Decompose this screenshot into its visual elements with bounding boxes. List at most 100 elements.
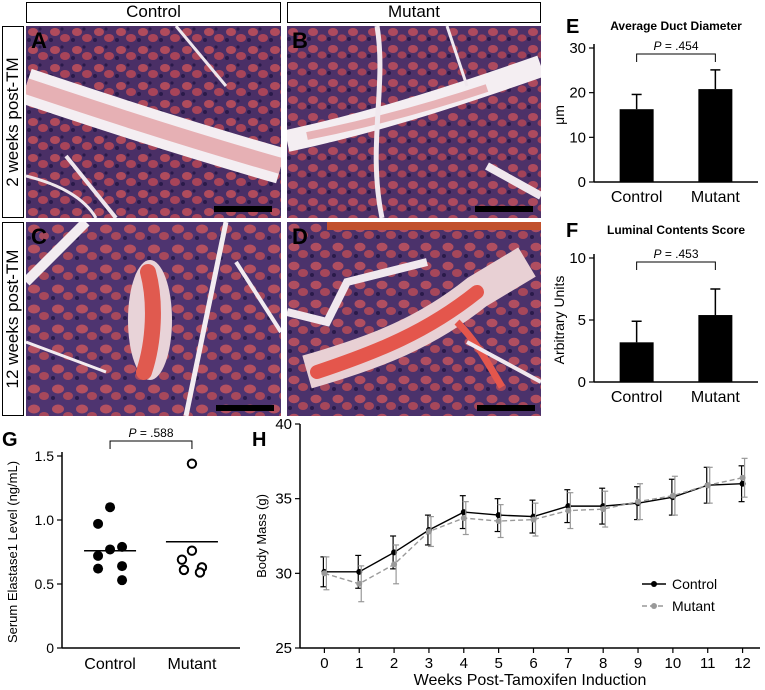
data-point-mutant: [425, 528, 432, 535]
header-2-weeks-text: 2 weeks post-TM: [3, 57, 22, 187]
data-point-mutant: [530, 516, 537, 523]
x-tick-label: 8: [599, 655, 607, 672]
panel-label-g: G: [2, 429, 18, 451]
series-line-control: [324, 483, 743, 573]
significance-bracket: [636, 261, 716, 270]
x-tick-label: 9: [634, 655, 642, 672]
micrograph-panel-d: D: [287, 222, 541, 416]
micrograph-d-image: [287, 222, 541, 416]
data-point-control: [93, 550, 104, 561]
y-axis-label: Arbitrary Units: [551, 276, 567, 365]
micrograph-b-image: [287, 26, 541, 218]
micrograph-a-image: [26, 26, 281, 218]
legend-label-mutant: Mutant: [672, 598, 715, 614]
scale-bar-c: [216, 405, 274, 411]
data-point-control: [117, 541, 128, 552]
x-tick-label: 5: [494, 655, 502, 672]
x-tick-label: 12: [734, 655, 751, 672]
y-axis-label: μm: [551, 105, 567, 125]
chart-h: H 25 30 35 40 0 1 2 3 4 5 6 7 8 9 10 11 12 Weeks Post-Tamo…: [252, 416, 765, 689]
data-point-control: [93, 563, 104, 574]
chart-g: G 0 0.5 1.0 1.5 Serum Elastase1 Level (ng/mL)…: [0, 418, 248, 685]
data-point-control: [117, 561, 128, 572]
data-point-mutant: [186, 545, 198, 556]
bar-mutant: [698, 315, 733, 382]
bar-control: [619, 109, 654, 182]
data-point-control: [93, 518, 104, 529]
panel-label-d: D: [292, 224, 308, 249]
header-12-weeks: 12 weeks post-TM: [2, 222, 24, 416]
scale-bar-a: [214, 206, 272, 212]
data-point-mutant: [194, 567, 206, 578]
y-tick-label: 20: [569, 85, 586, 102]
y-tick-label: 25: [275, 640, 292, 657]
data-point-mutant: [495, 518, 502, 525]
data-point-mutant: [635, 498, 642, 505]
micrograph-panel-b: B: [287, 26, 541, 218]
data-point-mutant: [186, 458, 198, 469]
chart-g-svg: G 0 0.5 1.0 1.5 Serum Elastase1 Level (ng/mL)…: [2, 426, 240, 673]
y-tick-label: 40: [275, 418, 292, 433]
data-point-mutant: [460, 515, 467, 522]
x-tick-label: Mutant: [691, 389, 740, 406]
x-tick-label: 4: [460, 655, 468, 672]
p-value-annotation: P = .588: [128, 426, 173, 440]
data-point-mutant: [391, 561, 398, 568]
scale-bar-d: [477, 405, 535, 411]
significance-bracket: [636, 53, 716, 62]
data-point-control: [105, 502, 116, 513]
data-point-mutant: [565, 507, 572, 514]
panel-label-e: E: [566, 16, 579, 38]
x-tick-label: Control: [611, 189, 663, 206]
p-value-annotation: P = .454: [653, 39, 698, 53]
y-tick-label: 0: [578, 174, 586, 191]
data-point-control: [105, 544, 116, 555]
y-tick-label: 5: [578, 312, 586, 329]
data-point-mutant: [176, 554, 188, 565]
significance-bracket: [109, 440, 193, 449]
x-tick-label: 7: [564, 655, 572, 672]
data-point-mutant: [669, 492, 676, 499]
scale-bar-b: [475, 206, 533, 212]
panel-label-c: C: [31, 224, 47, 249]
y-tick-label: 1.5: [35, 448, 55, 464]
data-point-mutant: [739, 474, 746, 481]
y-tick-label: 30: [569, 40, 586, 57]
x-axis-label: Weeks Post-Tamoxifen Induction: [414, 672, 647, 685]
x-tick-label: Mutant: [167, 656, 216, 673]
header-2-weeks: 2 weeks post-TM: [2, 26, 24, 218]
x-tick-label: Control: [84, 656, 136, 673]
micrograph-panel-c: C: [26, 222, 281, 416]
x-tick-label: Control: [611, 389, 663, 406]
y-axis-label: Body Mass (g): [254, 494, 269, 578]
data-point-control: [117, 575, 128, 586]
x-tick-label: 10: [665, 655, 682, 672]
chart-e-svg: E Average Duct Diameter 0 10 20 30 μm Control Mu…: [551, 16, 758, 206]
data-point-mutant: [178, 564, 190, 576]
legend-marker-control: [651, 581, 657, 587]
y-tick-label: 35: [275, 491, 292, 508]
bar-mutant: [698, 89, 733, 182]
chart-f: F Luminal Contents Score 0 5 10 Arbitrary Uni…: [546, 212, 765, 414]
y-axis-label: Serum Elastase1 Level (ng/mL): [5, 461, 20, 643]
legend-marker-mutant: [651, 603, 657, 609]
x-tick-label: Mutant: [691, 189, 740, 206]
data-point-mutant: [321, 570, 328, 577]
x-tick-label: 11: [700, 655, 716, 672]
header-control: Control: [26, 2, 281, 23]
y-tick-label: 30: [275, 565, 292, 582]
chart-title: Luminal Contents Score: [607, 223, 745, 237]
x-tick-label: 0: [320, 655, 328, 672]
y-tick-label: 0: [578, 374, 586, 391]
micrograph-c-image: [26, 222, 281, 416]
y-tick-label: 1.0: [35, 512, 55, 528]
panel-label-a: A: [31, 28, 47, 53]
y-tick-label: 10: [569, 129, 586, 146]
p-value-annotation: P = .453: [653, 247, 698, 261]
panel-label-f: F: [566, 220, 578, 242]
x-tick-label: 6: [529, 655, 537, 672]
bar-control: [619, 342, 654, 382]
micrograph-panel-a: A: [26, 26, 281, 218]
